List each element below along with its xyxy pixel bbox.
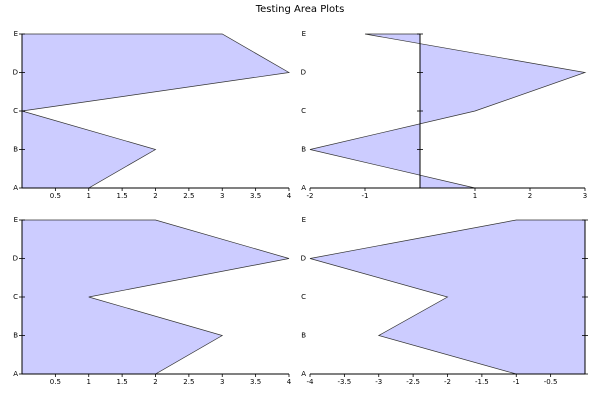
- area: [309, 33, 587, 189]
- y-tick-label: C: [13, 107, 18, 115]
- x-tick-label: 2: [528, 192, 532, 200]
- y-tick-label: B: [301, 332, 306, 340]
- x-tick-label: -1: [513, 378, 520, 386]
- x-tick-label: 4: [287, 192, 292, 200]
- y-tick-label: B: [13, 146, 18, 154]
- area: [309, 219, 586, 375]
- subplot: -4 -3.5 -3 -2.5 -2 -1.5 -1 -0.5 A B C D E: [301, 216, 588, 386]
- area: [21, 33, 291, 189]
- subplot: -2 -1 1 2 3 A B C D E: [301, 30, 588, 200]
- x-tick-label: -0.5: [544, 378, 558, 386]
- x-tick-label: 2.5: [183, 192, 194, 200]
- y-tick-label: D: [13, 255, 18, 263]
- x-tick-label: 1: [87, 192, 91, 200]
- x-tick-label: 1: [473, 192, 477, 200]
- x-tick-label: 1.5: [117, 192, 128, 200]
- y-tick-label: C: [301, 107, 306, 115]
- y-tick-label: D: [301, 69, 306, 77]
- x-tick-label: 1: [87, 378, 91, 386]
- y-tick-label: B: [13, 332, 18, 340]
- x-tick-label: -1: [362, 192, 369, 200]
- y-tick-label: D: [301, 255, 306, 263]
- x-tick-label: -4: [307, 378, 315, 386]
- x-tick-label: 3: [220, 378, 224, 386]
- y-tick-label: E: [302, 216, 306, 224]
- x-tick-label: 0.5: [50, 378, 61, 386]
- y-tick-label: E: [14, 216, 18, 224]
- y-tick-label: E: [14, 30, 18, 38]
- x-tick-label: 4: [287, 378, 292, 386]
- x-tick-label: 1.5: [117, 378, 128, 386]
- y-tick-label: A: [301, 184, 306, 192]
- x-tick-label: 3.5: [250, 192, 261, 200]
- x-tick-label: 3.5: [250, 378, 261, 386]
- figure-title: Testing Area Plots: [255, 4, 345, 15]
- area: [21, 219, 290, 375]
- y-tick-label: B: [301, 146, 306, 154]
- y-tick-label: C: [301, 293, 306, 301]
- subplot: 0.5 1 1.5 2 2.5 3 3.5 4 A B C D E: [13, 216, 292, 386]
- x-tick-label: 0.5: [50, 192, 61, 200]
- x-tick-label: 2.5: [183, 378, 194, 386]
- x-tick-label: 3: [220, 192, 224, 200]
- x-tick-label: 3: [583, 192, 587, 200]
- x-tick-label: 2: [153, 378, 157, 386]
- y-tick-label: D: [13, 69, 18, 77]
- y-tick-label: A: [13, 370, 18, 378]
- x-tick-label: -2: [444, 378, 451, 386]
- x-tick-label: -2.5: [406, 378, 420, 386]
- subplot: 0.5 1 1.5 2 2.5 3 3.5 4 A B C D E: [13, 30, 292, 200]
- y-tick-label: A: [301, 370, 306, 378]
- y-tick-label: C: [13, 293, 18, 301]
- x-tick-label: -1.5: [475, 378, 489, 386]
- x-tick-label: 2: [153, 192, 157, 200]
- y-tick-label: A: [13, 184, 18, 192]
- x-tick-label: -2: [307, 192, 314, 200]
- x-tick-label: -3: [375, 378, 382, 386]
- x-tick-label: -3.5: [338, 378, 352, 386]
- y-tick-label: E: [302, 30, 306, 38]
